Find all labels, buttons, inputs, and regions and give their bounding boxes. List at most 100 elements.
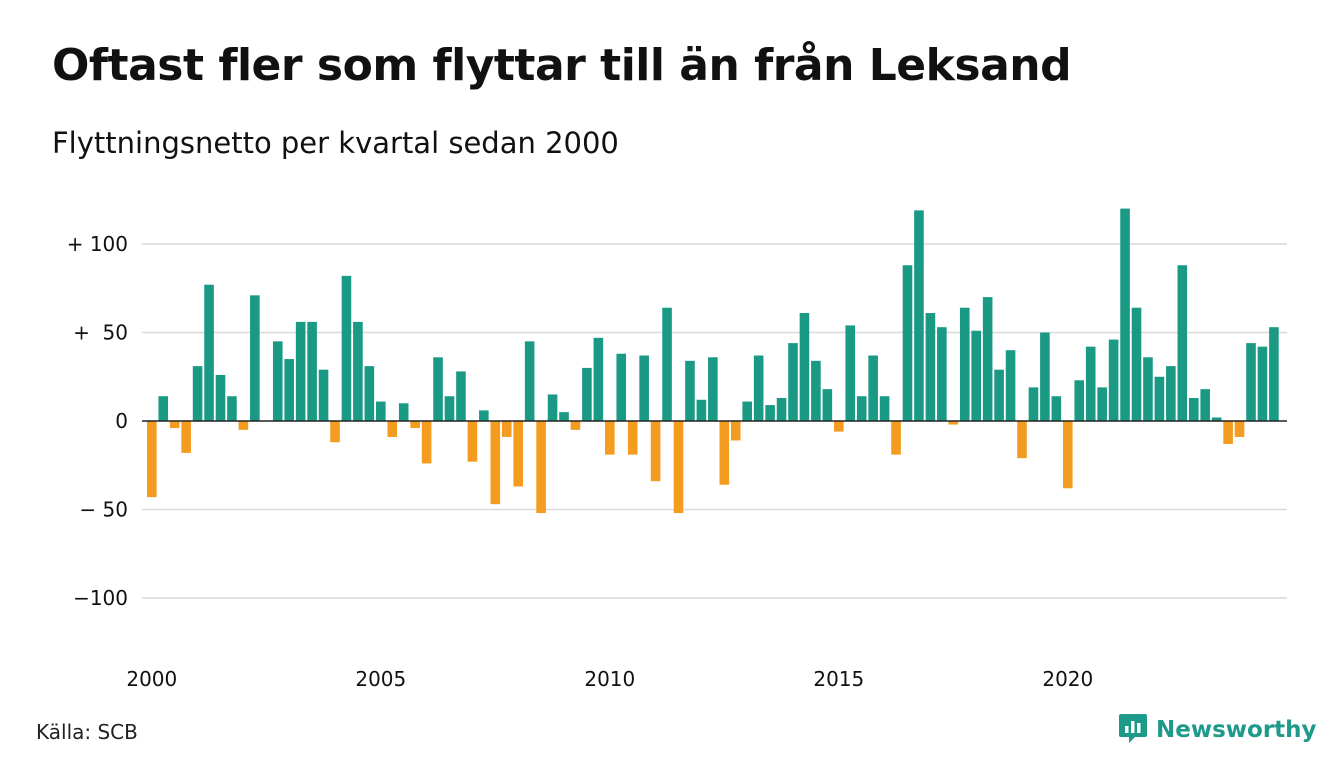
bar xyxy=(341,275,352,421)
bar xyxy=(1097,387,1107,421)
bar xyxy=(879,396,890,421)
bar xyxy=(570,421,581,430)
bar xyxy=(547,394,558,421)
bar xyxy=(387,421,398,437)
bar xyxy=(192,366,203,421)
bar xyxy=(1257,346,1268,421)
bar xyxy=(1166,366,1176,421)
bar xyxy=(513,421,523,487)
bar xyxy=(765,405,775,421)
bar xyxy=(662,307,672,421)
bar xyxy=(891,421,901,455)
bar xyxy=(501,421,512,437)
bar xyxy=(1200,389,1210,421)
y-axis-ticks: + 100 + 50 0 − 50 −100 xyxy=(67,232,128,610)
bar xyxy=(845,325,856,421)
bar xyxy=(215,374,226,421)
bar xyxy=(181,421,191,453)
bar xyxy=(1063,421,1073,489)
bar xyxy=(730,421,741,441)
bar xyxy=(696,399,707,421)
bar xyxy=(559,412,569,421)
y-tick-label: 0 xyxy=(115,409,128,433)
bar xyxy=(948,421,959,425)
bar xyxy=(605,421,615,455)
x-tick-label: 2000 xyxy=(126,667,177,691)
bar xyxy=(753,355,764,421)
bar xyxy=(994,369,1004,421)
bar xyxy=(272,341,283,421)
bar xyxy=(1188,397,1199,421)
bar xyxy=(227,396,237,421)
x-axis-ticks: 2000 2005 2010 2015 2020 xyxy=(126,667,1093,691)
bar xyxy=(616,353,627,421)
bar xyxy=(856,396,867,421)
bar xyxy=(834,421,844,432)
bar xyxy=(1051,396,1062,421)
bar xyxy=(479,410,489,421)
y-tick-label: + 50 xyxy=(73,321,128,345)
bar xyxy=(444,396,455,421)
bar xyxy=(376,401,386,421)
bar xyxy=(1017,421,1027,459)
bar xyxy=(147,421,157,498)
bar xyxy=(284,359,294,421)
bar xyxy=(1211,417,1222,421)
bar xyxy=(937,327,947,421)
bar xyxy=(1143,357,1153,421)
bar xyxy=(1246,343,1256,421)
bar xyxy=(959,307,970,421)
bar xyxy=(914,210,924,421)
bar xyxy=(456,371,466,421)
bar xyxy=(330,421,340,443)
bar xyxy=(742,401,752,421)
bar xyxy=(250,295,260,421)
y-tick-label: − 50 xyxy=(79,498,128,522)
bar xyxy=(204,284,214,421)
bar xyxy=(1005,350,1016,421)
bar xyxy=(1028,387,1039,421)
bar xyxy=(582,367,592,421)
bar xyxy=(673,421,684,514)
bar xyxy=(1234,421,1245,437)
brand-name: Newsworthy xyxy=(1156,717,1317,743)
bar xyxy=(1085,346,1096,421)
brand-logo[interactable]: Newsworthy xyxy=(1118,712,1317,748)
bar xyxy=(1108,339,1119,421)
bar xyxy=(238,421,249,430)
bar xyxy=(158,396,169,421)
chart-subtitle: Flyttningsnetto per kvartal sedan 2000 xyxy=(52,126,619,160)
bar xyxy=(1131,307,1142,421)
bar xyxy=(295,321,306,421)
chart-title: Oftast fler som flyttar till än från Lek… xyxy=(52,40,1072,91)
bar-chart: + 100 + 50 0 − 50 −100 2000 2005 2010 2015 2020 xyxy=(67,208,1287,691)
bar xyxy=(776,397,787,421)
newsworthy-logo-icon xyxy=(1118,712,1148,748)
bar xyxy=(639,355,649,421)
x-tick-label: 2005 xyxy=(355,667,406,691)
bar xyxy=(1177,265,1188,421)
bar xyxy=(685,360,695,421)
bar xyxy=(353,321,363,421)
bar xyxy=(1120,208,1130,421)
bar xyxy=(650,421,661,482)
x-tick-label: 2015 xyxy=(813,667,864,691)
bar xyxy=(421,421,432,464)
bar xyxy=(169,421,180,429)
y-tick-label: + 100 xyxy=(67,232,128,256)
x-tick-label: 2020 xyxy=(1042,667,1093,691)
bar xyxy=(971,330,981,421)
bar xyxy=(490,421,501,505)
y-tick-label: −100 xyxy=(73,586,128,610)
source-note: Källa: SCB xyxy=(36,720,138,744)
bars xyxy=(147,208,1279,514)
bar xyxy=(822,389,833,421)
bar xyxy=(433,357,443,421)
x-tick-label: 2010 xyxy=(584,667,635,691)
bar xyxy=(1269,327,1279,421)
bar xyxy=(868,355,878,421)
bar xyxy=(398,403,409,421)
bar xyxy=(410,421,420,429)
bar xyxy=(467,421,478,462)
bar xyxy=(799,313,810,421)
